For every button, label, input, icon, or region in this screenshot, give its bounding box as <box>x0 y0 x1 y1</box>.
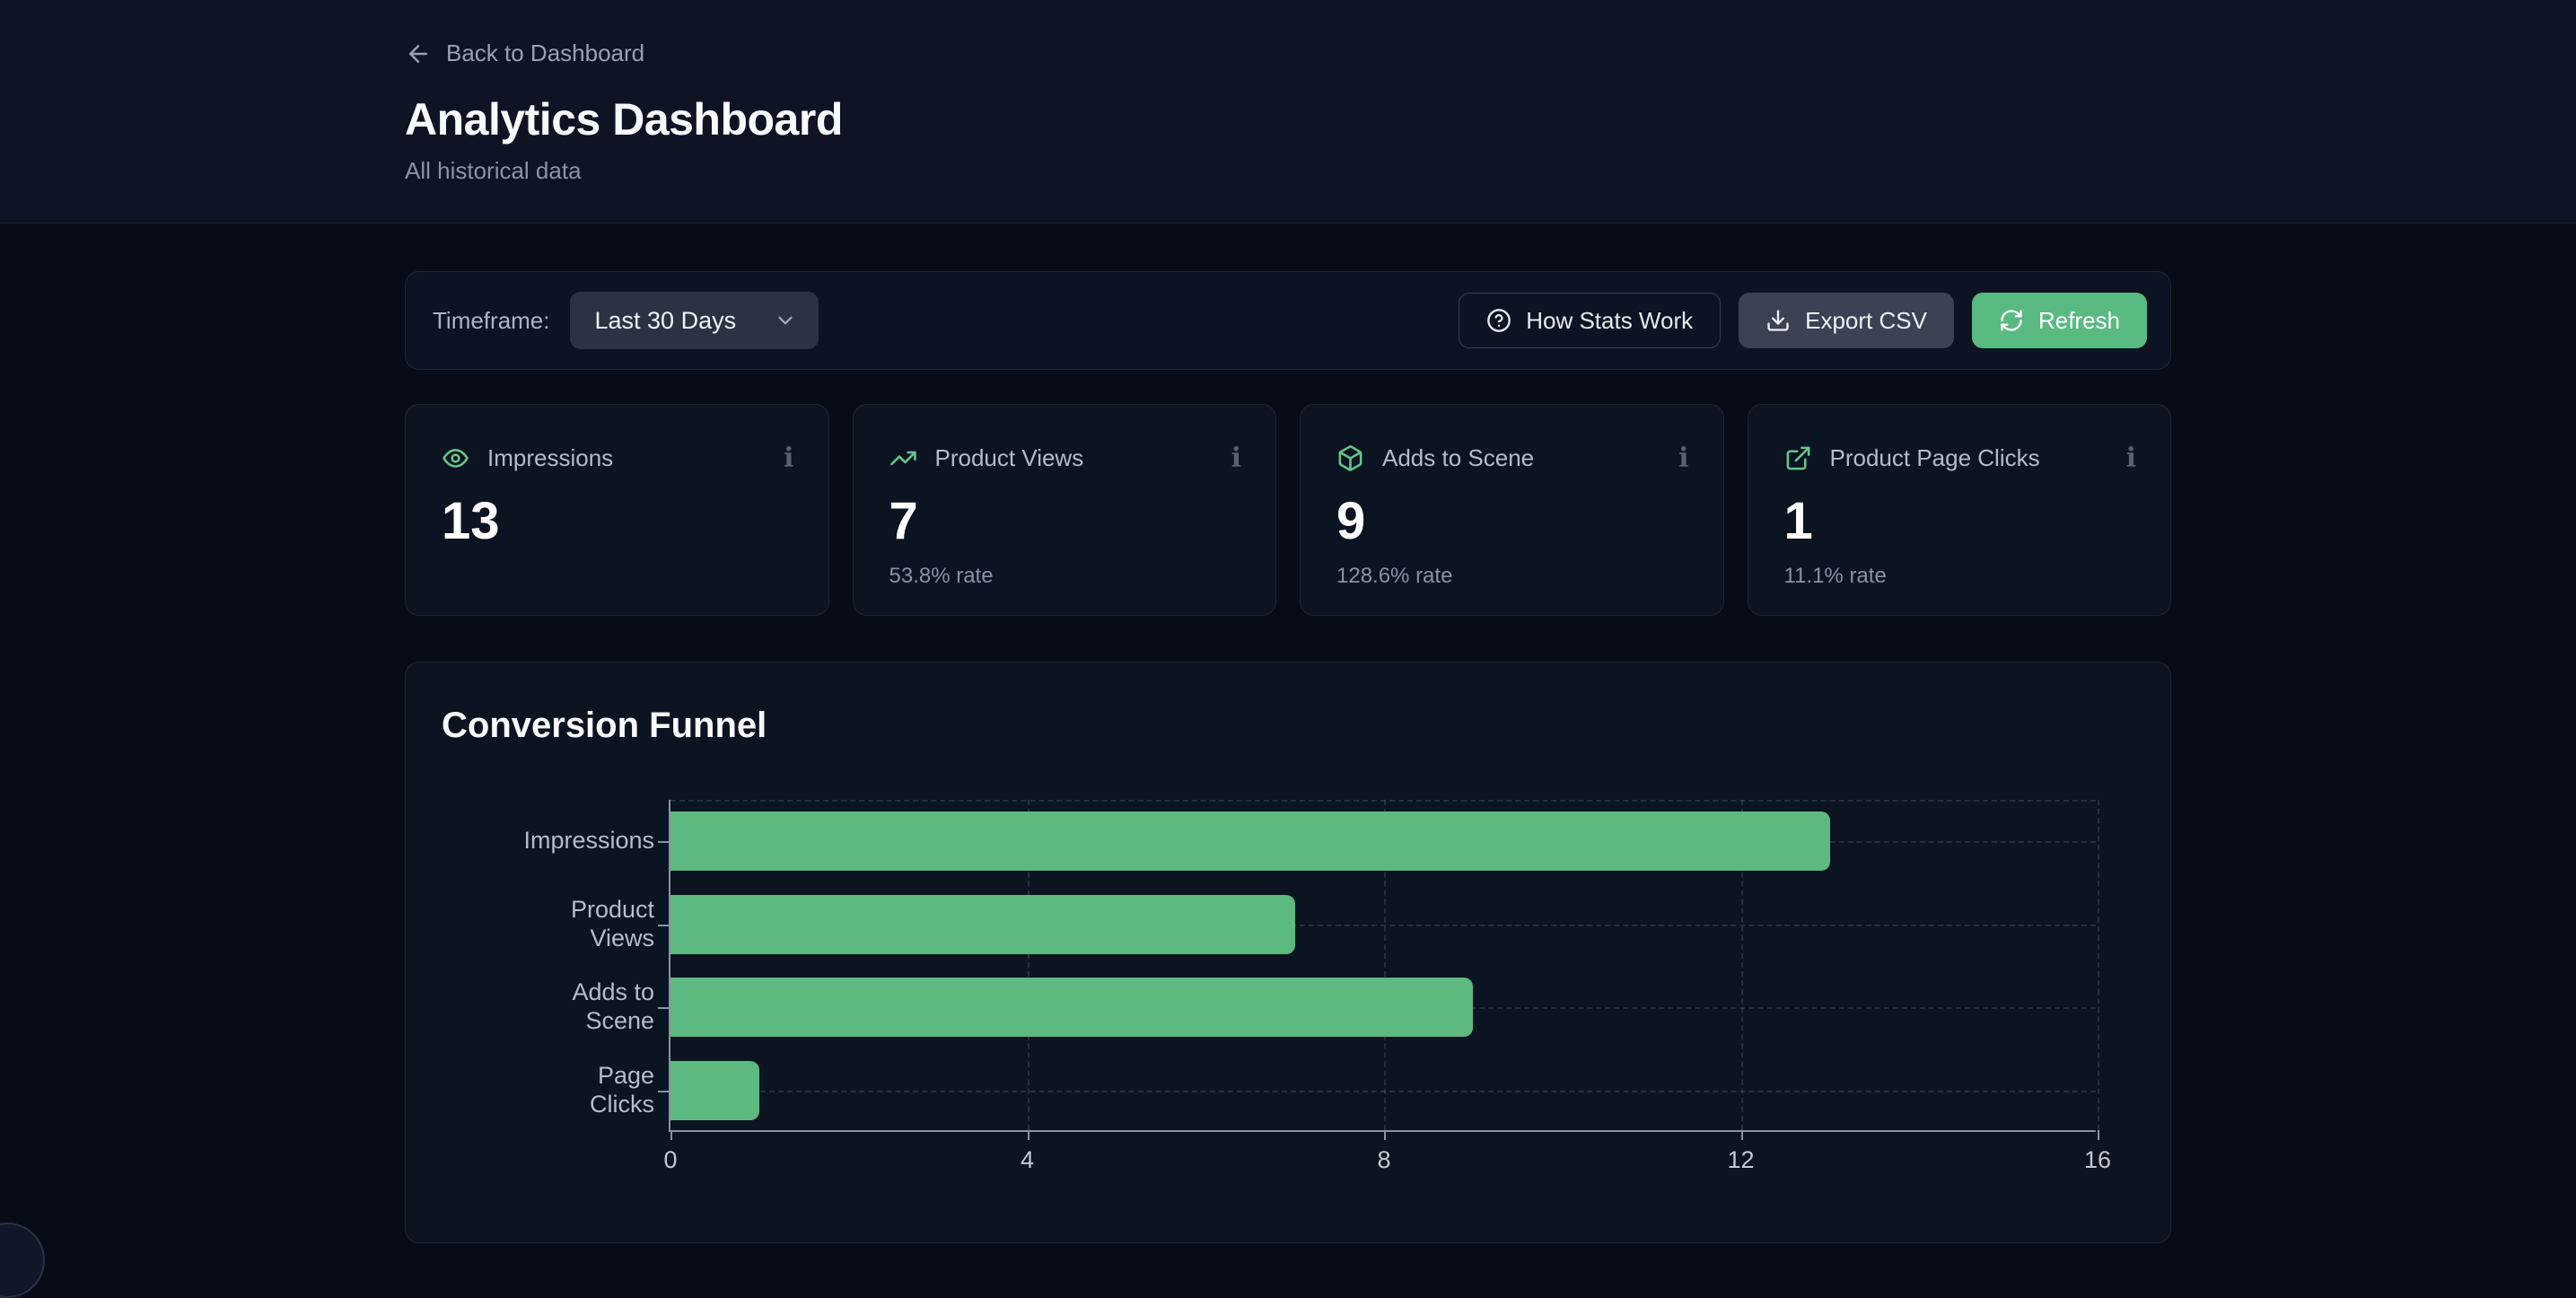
y-axis-tick <box>658 841 669 844</box>
eye-icon <box>442 449 469 468</box>
x-tick-label: 0 <box>663 1146 678 1173</box>
stat-rate: 53.8% rate <box>889 564 994 588</box>
refresh-label: Refresh <box>2037 306 2120 334</box>
chart-title: Conversion Funnel <box>442 706 767 745</box>
x-axis-tick <box>1740 1130 1743 1140</box>
y-tick-label: Product Views <box>570 895 654 952</box>
stat-label: Impressions <box>487 444 614 471</box>
x-tick-label: 12 <box>1727 1146 1755 1173</box>
funnel-plot: 0 4 8 12 16 <box>658 800 2111 1173</box>
x-tick-label: 16 <box>2083 1146 2112 1173</box>
y-tick-label: Impressions <box>523 827 654 855</box>
timeframe-label: Timeframe: <box>433 306 550 334</box>
stat-card-impressions: Impressions i 13 <box>405 404 829 616</box>
x-tick-label: 8 <box>1377 1146 1391 1173</box>
y-axis-tick <box>658 924 669 926</box>
stat-rate: 128.6% rate <box>1336 564 1453 588</box>
y-axis-tick <box>658 1090 669 1092</box>
info-icon[interactable]: i <box>784 442 794 474</box>
stat-card-product-page-clicks: Product Page Clicks i 1 11.1% rate <box>1747 404 2171 616</box>
download-icon <box>1767 310 1789 331</box>
gridline-horizontal <box>670 924 2096 926</box>
gridline-vertical <box>1027 800 1030 1130</box>
stat-value: 7 <box>889 492 918 550</box>
toolbar: Timeframe: Last 30 Days How Stats Work E… <box>405 271 2171 370</box>
stat-rate <box>442 564 794 589</box>
stat-value: 9 <box>1336 492 1366 550</box>
trending-up-icon <box>889 451 916 466</box>
x-axis-tick <box>1027 1130 1030 1140</box>
y-tick-label: Adds to Scene <box>572 978 654 1035</box>
arrow-left-icon <box>409 44 427 63</box>
info-icon[interactable]: i <box>2125 442 2136 474</box>
gridline-vertical <box>1740 800 1743 1130</box>
stats-row: Impressions i 13 Product Views i 7 53.8%… <box>405 404 2171 616</box>
funnel-bar-adds-to-scene[interactable] <box>670 978 1474 1038</box>
y-tick-label: Page Clicks <box>590 1061 654 1118</box>
x-axis-tick <box>670 1130 672 1140</box>
gridline-horizontal <box>670 1090 2096 1092</box>
refresh-icon <box>2001 310 2022 331</box>
y-axis-tick <box>658 1007 669 1010</box>
stat-rate: 11.1% rate <box>1783 564 1887 588</box>
funnel-bar-product-views[interactable] <box>670 894 1295 954</box>
x-axis-tick <box>2098 1130 2099 1140</box>
timeframe-selected-value: Last 30 Days <box>594 306 737 334</box>
toolbar-actions: How Stats Work Export CSV Refresh <box>1459 293 2147 348</box>
chevron-down-icon <box>778 316 793 325</box>
refresh-button[interactable]: Refresh <box>1971 293 2147 348</box>
floating-action-button-partial[interactable] <box>0 1223 45 1298</box>
back-link-label: Back to Dashboard <box>446 39 645 66</box>
main-content: Timeframe: Last 30 Days How Stats Work E… <box>405 224 2171 1243</box>
external-link-icon <box>1786 446 1809 470</box>
info-icon[interactable]: i <box>1678 442 1689 474</box>
stat-value: 1 <box>1783 492 1813 550</box>
export-csv-label: Export CSV <box>1805 306 1927 334</box>
conversion-funnel-card: Conversion Funnel Impressions Product Vie… <box>405 662 2171 1243</box>
stat-label: Adds to Scene <box>1382 444 1535 471</box>
stat-value: 13 <box>442 492 500 550</box>
page-header: Back to Dashboard Analytics Dashboard Al… <box>0 0 2576 224</box>
how-stats-work-button[interactable]: How Stats Work <box>1459 293 1722 348</box>
help-circle-icon <box>1487 309 1511 332</box>
stat-card-adds-to-scene: Adds to Scene i 9 128.6% rate <box>1300 404 1724 616</box>
page-subtitle: All historical data <box>405 156 582 184</box>
package-icon <box>1338 445 1362 471</box>
funnel-chart: Impressions Product Views Adds to Scene Pag… <box>442 800 2127 1177</box>
gridline-horizontal <box>670 800 2096 802</box>
timeframe-select[interactable]: Last 30 Days <box>569 292 819 349</box>
info-icon[interactable]: i <box>1231 442 1241 474</box>
stat-label: Product Views <box>934 444 1084 471</box>
how-stats-work-label: How Stats Work <box>1526 306 1694 334</box>
export-csv-button[interactable]: Export CSV <box>1739 293 1954 348</box>
back-to-dashboard-link[interactable]: Back to Dashboard <box>405 39 644 67</box>
toolbar-left: Timeframe: Last 30 Days <box>433 292 819 349</box>
page-title: Analytics Dashboard <box>405 93 843 145</box>
funnel-bar-impressions[interactable] <box>670 811 1830 872</box>
x-tick-label: 4 <box>1020 1146 1035 1173</box>
funnel-ylabels: Impressions Product Views Adds to Scene Pag… <box>442 800 669 1132</box>
gridline-vertical <box>2098 800 2099 1130</box>
funnel-bar-page-clicks[interactable] <box>670 1060 760 1120</box>
x-axis-tick <box>1384 1130 1386 1140</box>
stat-card-product-views: Product Views i 7 53.8% rate <box>852 404 1276 616</box>
gridline-vertical <box>1384 800 1386 1130</box>
stat-label: Product Page Clicks <box>1829 444 2040 471</box>
